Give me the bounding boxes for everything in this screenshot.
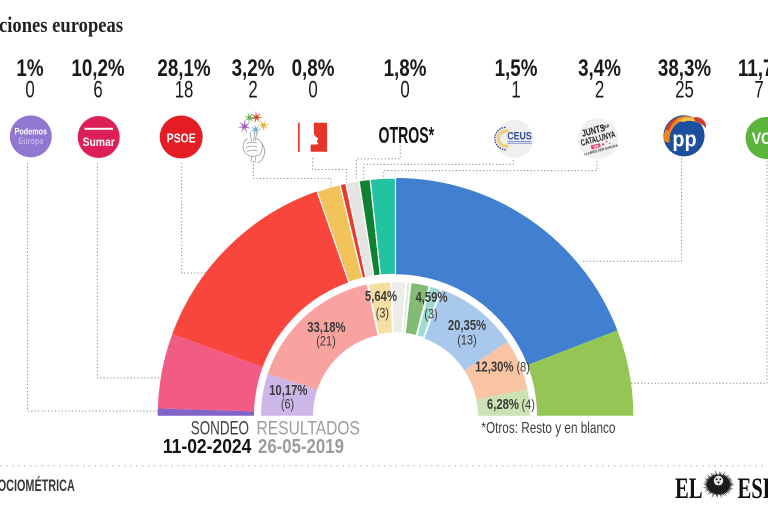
svg-text:RESULTADOS: RESULTADOS	[257, 417, 360, 439]
svg-text:SONDEO: SONDEO	[191, 417, 249, 439]
svg-text:3,4%: 3,4%	[578, 53, 621, 81]
svg-text:1: 1	[511, 77, 520, 104]
svg-text:7: 7	[754, 77, 763, 104]
svg-text:(3): (3)	[424, 306, 437, 322]
svg-text:18: 18	[175, 77, 194, 104]
svg-text:0,8%: 0,8%	[292, 53, 335, 81]
svg-text:0: 0	[25, 77, 34, 104]
svg-text:11,7%: 11,7%	[738, 53, 768, 81]
svg-text:0: 0	[400, 77, 409, 104]
svg-text:6,28%: 6,28%	[487, 395, 519, 412]
svg-text:12,30%: 12,30%	[475, 358, 514, 375]
svg-text:2: 2	[595, 77, 604, 104]
svg-text:(13): (13)	[457, 332, 476, 348]
svg-text:(4): (4)	[522, 397, 535, 413]
svg-text:20,35%: 20,35%	[448, 317, 487, 334]
svg-text:(8): (8)	[517, 359, 530, 375]
svg-text:6: 6	[93, 77, 102, 104]
svg-text:10,2%: 10,2%	[71, 53, 124, 81]
svg-text:33,18%: 33,18%	[307, 319, 346, 336]
svg-text:(6): (6)	[281, 396, 294, 412]
svg-text:3,2%: 3,2%	[232, 53, 275, 81]
svg-text:4,59%: 4,59%	[415, 289, 447, 306]
svg-text:(21): (21)	[316, 333, 335, 349]
svg-text:VOX: VOX	[752, 130, 768, 148]
svg-text:EL: EL	[675, 471, 703, 505]
svg-text:ciones europeas: ciones europeas	[0, 14, 123, 38]
svg-text:PER: PER	[601, 123, 610, 130]
svg-text:2: 2	[248, 77, 257, 104]
svg-text:25: 25	[675, 77, 694, 104]
svg-text:OTROS*: OTROS*	[379, 122, 435, 149]
svg-text:26-05-2019: 26-05-2019	[258, 435, 344, 458]
svg-text:Sumar: Sumar	[83, 136, 116, 149]
svg-text:Europa: Europa	[18, 136, 43, 146]
svg-text:5,64%: 5,64%	[365, 288, 397, 305]
svg-text:ESPAÑOL: ESPAÑOL	[738, 471, 768, 505]
svg-text:11-02-2024: 11-02-2024	[163, 436, 252, 459]
svg-text:SOCIOMÉTRICA: SOCIOMÉTRICA	[0, 476, 75, 495]
svg-text:Podemos: Podemos	[15, 127, 48, 137]
svg-text:PSOE: PSOE	[167, 131, 196, 145]
svg-text:38,3%: 38,3%	[658, 53, 711, 81]
svg-text:0: 0	[308, 77, 317, 104]
svg-text:CEUS: CEUS	[507, 131, 532, 143]
svg-text:100: 100	[593, 144, 599, 149]
svg-text:(3): (3)	[376, 305, 389, 321]
svg-text:28,1%: 28,1%	[157, 53, 210, 81]
svg-text:*Otros: Resto y en blanco: *Otros: Resto y en blanco	[481, 420, 615, 437]
svg-text:10,17%: 10,17%	[269, 382, 308, 399]
svg-text:pp: pp	[672, 128, 696, 152]
svg-text:1,5%: 1,5%	[495, 53, 538, 81]
svg-text:1,8%: 1,8%	[384, 53, 427, 81]
svg-text:1%: 1%	[16, 53, 43, 81]
